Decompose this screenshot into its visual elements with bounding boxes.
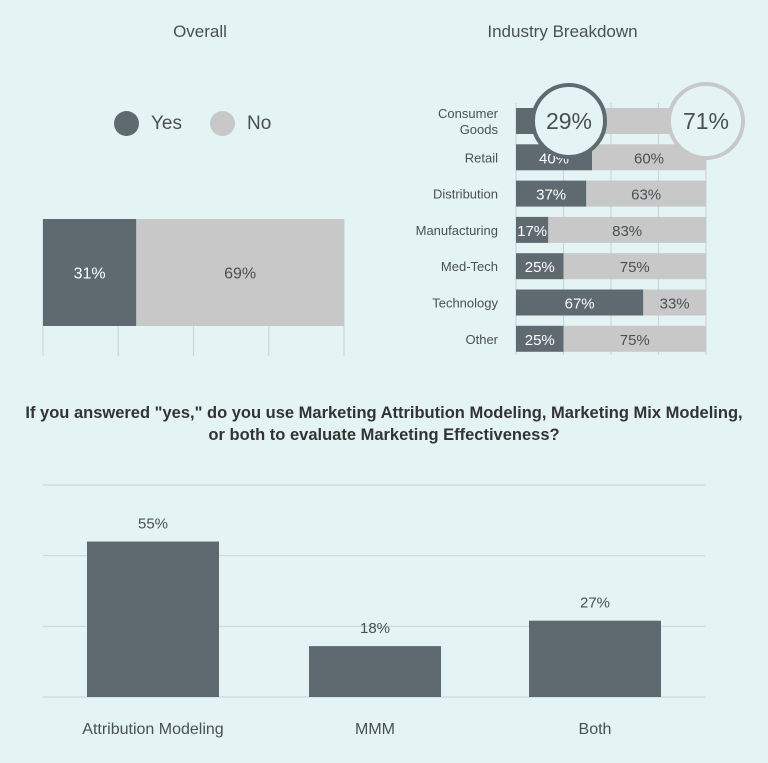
industry-category-label: Consumer	[438, 106, 499, 121]
overall-chart-title: Overall	[173, 22, 227, 41]
industry-bar-no	[563, 253, 706, 280]
overall-bar-label-no: 69%	[224, 266, 256, 283]
legend-swatch-no	[210, 111, 235, 136]
industry-category-label: Manufacturing	[416, 223, 498, 238]
industry-bar-label-no: 60%	[634, 150, 664, 167]
industry-bar-no	[586, 180, 706, 207]
column-category-label: MMM	[355, 721, 395, 738]
callout-circle-yes	[531, 83, 607, 159]
industry-bar-label-no: 33%	[660, 296, 690, 313]
legend-item-no: No	[210, 111, 271, 136]
industry-bar-label-no: 75%	[620, 332, 650, 349]
industry-category-label: Med-Tech	[441, 259, 498, 274]
legend-item-yes: Yes	[114, 111, 182, 136]
industry-bar-label-yes: 17%	[517, 223, 547, 240]
industry-bar-yes	[516, 216, 549, 243]
question-heading: If you answered "yes," do you use Market…	[25, 404, 743, 444]
industry-bar-yes	[516, 289, 644, 316]
industry-bar-yes	[516, 180, 587, 207]
overall-bar-label-yes: 31%	[74, 266, 106, 283]
industry-category-label: Retail	[465, 150, 498, 165]
column-value-label: 55%	[138, 516, 168, 533]
industry-bar-label-yes: 25%	[525, 332, 555, 349]
industry-bar-no	[563, 325, 706, 352]
industry-bar-label-yes: 25%	[525, 259, 555, 276]
column-bar	[309, 646, 441, 697]
callout-circle-no	[667, 82, 745, 160]
callout-label-yes: 29%	[546, 108, 592, 134]
column-category-label: Attribution Modeling	[82, 721, 223, 738]
industry-bar-label-yes: 37%	[536, 187, 566, 204]
industry-bar-label-no: 63%	[631, 187, 661, 204]
column-bar	[529, 620, 661, 697]
overall-bar-no	[136, 219, 344, 326]
industry-category-label: Goods	[460, 122, 499, 137]
industry-bar-no	[548, 216, 706, 243]
column-bar	[87, 541, 219, 697]
industry-category-label: Distribution	[433, 187, 498, 202]
column-value-label: 18%	[360, 620, 390, 637]
legend-label-no: No	[247, 112, 272, 134]
industry-bar-label-no: 75%	[620, 259, 650, 276]
industry-bar-no	[643, 289, 706, 316]
industry-category-label: Other	[465, 332, 498, 347]
industry-chart-title: Industry Breakdown	[487, 22, 638, 41]
industry-bar-yes	[516, 325, 564, 352]
industry-category-label: Technology	[432, 296, 498, 311]
legend-label-yes: Yes	[151, 112, 182, 134]
overall-legend: Yes No	[114, 111, 299, 136]
legend-swatch-yes	[114, 111, 139, 136]
industry-bar-label-yes: 67%	[565, 296, 595, 313]
column-category-label: Both	[579, 721, 612, 738]
overall-bar-yes	[43, 219, 137, 326]
industry-bar-label-no: 83%	[612, 223, 642, 240]
callout-label-no: 71%	[683, 108, 729, 134]
column-value-label: 27%	[580, 595, 610, 612]
industry-bar-yes	[516, 253, 564, 280]
